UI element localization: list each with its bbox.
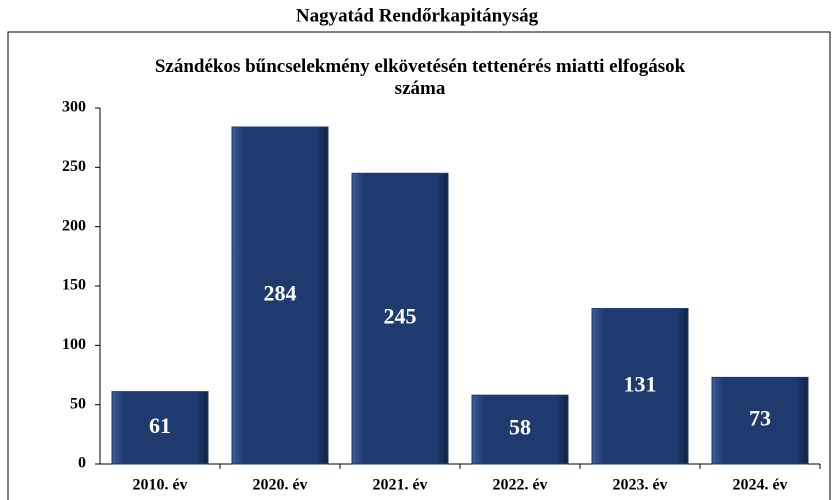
frame: [7, 31, 831, 500]
bar: [591, 308, 689, 465]
bar: [711, 376, 809, 465]
bar: [351, 172, 449, 465]
y-tick-label: 50: [70, 395, 86, 412]
x-tick-label: 2010. év: [132, 477, 187, 494]
x-tick-label: 2021. év: [372, 477, 427, 494]
bar: [111, 391, 209, 465]
y-tick-label: 100: [62, 336, 86, 353]
chart-title: Szándékos bűncselekmény elkövetésén tett…: [154, 56, 686, 99]
x-tick-label: 2020. év: [252, 477, 307, 494]
x-tick-label: 2022. év: [492, 477, 547, 494]
y-tick-label: 150: [62, 277, 86, 294]
y-tick-label: 200: [62, 217, 86, 234]
bar: [471, 394, 569, 465]
y-tick-label: 0: [78, 455, 86, 472]
value-label: 131: [624, 371, 657, 396]
bar: [231, 126, 329, 465]
value-label: 245: [384, 304, 417, 329]
value-label: 73: [749, 406, 771, 431]
value-label: 61: [149, 413, 171, 438]
value-label: 58: [509, 415, 531, 440]
y-tick-label: 250: [62, 158, 86, 175]
page-title: Nagyatád Rendőrkapitányság: [296, 5, 539, 26]
value-label: 284: [264, 281, 297, 306]
x-tick-label: 2024. év: [732, 477, 787, 494]
x-tick-label: 2023. év: [612, 477, 667, 494]
y-tick-label: 300: [62, 99, 86, 116]
